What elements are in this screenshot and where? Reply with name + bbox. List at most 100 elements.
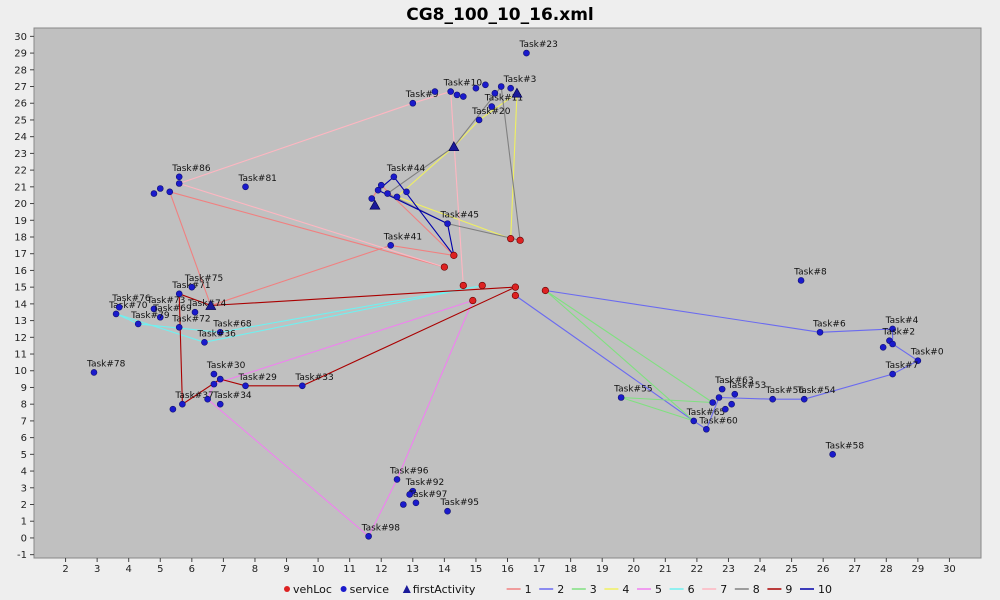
route-5-line (206, 299, 474, 538)
vehicle-location-point (511, 283, 519, 291)
legend-marker (340, 586, 347, 592)
service-point (718, 385, 726, 393)
plot-area: 2 3 4 5 6 7 8 9 10 11 12 13 14 15 16 17 18 19 20 21 22 23 24 25… (14, 27, 982, 575)
task-label: Task#41 (383, 232, 422, 242)
service-point (216, 375, 224, 383)
y-tick-label: 6 (21, 433, 27, 444)
task-label: Task#29 (237, 373, 277, 383)
task-label: Task#33 (294, 373, 333, 383)
task-label: Task#10 (443, 79, 483, 89)
legend-label: 7 (720, 583, 727, 596)
x-tick-label: 2 (62, 564, 68, 575)
y-tick-label: 4 (21, 467, 27, 478)
x-tick-label: 25 (785, 564, 798, 575)
task-label: Task#4 (885, 316, 919, 326)
vehicle-location-point (507, 235, 515, 243)
service-point (150, 190, 158, 197)
x-tick-label: 11 (343, 564, 356, 575)
legend-item-6: 6 (669, 583, 695, 596)
service-point (191, 308, 199, 316)
legend-label: firstActivity (413, 583, 476, 596)
service-point (166, 188, 174, 196)
service-point (216, 328, 224, 336)
y-tick-label: 17 (14, 249, 27, 260)
service-point (889, 340, 896, 348)
task-label: Task#98 (361, 523, 401, 533)
legend-item-8: 8 (734, 583, 760, 596)
service-point (299, 382, 306, 390)
y-tick-label: 20 (14, 199, 27, 210)
x-tick-label: 3 (94, 564, 100, 575)
task-label: Task#2 (881, 328, 915, 338)
legend-item-9: 9 (767, 583, 792, 596)
x-tick-label: 24 (754, 564, 767, 575)
task-label: Task#79 (130, 311, 170, 321)
y-tick-label: 16 (14, 266, 27, 277)
legend: vehLoc service firstActivity 1 2 3 4 5 6 7 8 9 10 (284, 583, 832, 596)
legend-item-3: 3 (571, 583, 597, 596)
task-label: Task#11 (484, 94, 523, 104)
y-tick-label: 1 (21, 517, 27, 528)
route-8-line (386, 85, 521, 241)
service-point (914, 357, 922, 365)
legend-label: 2 (557, 583, 564, 596)
vehicle-location-point (541, 286, 549, 295)
legend-marker (284, 586, 290, 592)
service-point (377, 181, 385, 189)
service-point (393, 193, 401, 201)
x-tick-label: 4 (126, 564, 132, 575)
x-tick-label: 8 (252, 564, 258, 575)
service-point (690, 417, 698, 425)
service-point (829, 451, 836, 458)
legend-label: 10 (818, 583, 832, 596)
chart-title: CG8_100_10_16.xml (406, 5, 594, 25)
x-tick-label: 23 (722, 564, 735, 575)
service-point (115, 303, 123, 311)
vehicle-location-point (440, 263, 448, 271)
task-label: Task#96 (389, 466, 429, 476)
x-tick-label: 7 (220, 564, 226, 575)
service-point (406, 491, 413, 498)
service-point (400, 501, 407, 508)
task-label: Task#34 (212, 391, 252, 401)
x-tick-label: 10 (312, 564, 325, 575)
task-label: Task#3 (503, 75, 537, 85)
legend-item-vehloc: vehLoc (284, 583, 332, 596)
task-label: Task#70 (108, 301, 148, 311)
service-point (210, 370, 218, 378)
task-label: Task#9 (405, 90, 439, 100)
vehicle-location-point (459, 281, 467, 290)
service-point (472, 84, 480, 92)
task-label: Task#81 (237, 174, 276, 184)
service-point (393, 476, 401, 483)
y-tick-label: 9 (21, 383, 27, 394)
service-point (523, 49, 530, 57)
y-tick-label: 26 (14, 99, 27, 110)
task-label: Task#78 (86, 359, 126, 369)
legend-item-2: 2 (539, 583, 564, 596)
task-label: Task#7 (885, 361, 919, 371)
vehicle-location-point (478, 281, 486, 290)
first-activity-marker (448, 141, 460, 152)
service-point (242, 382, 249, 390)
y-tick-label: 29 (14, 49, 27, 60)
task-label: Task#6 (812, 319, 846, 329)
x-tick-label: 28 (880, 564, 893, 575)
task-label: Task#65 (686, 408, 725, 418)
first-activity-marker (369, 199, 381, 210)
service-point (368, 195, 376, 202)
task-label: Task#92 (405, 478, 444, 488)
x-tick-label: 20 (627, 564, 640, 575)
y-tick-label: 0 (21, 533, 27, 544)
legend-marker (402, 585, 411, 593)
x-tick-label: 29 (911, 564, 924, 575)
legend-label: 4 (622, 583, 629, 596)
service-point (497, 83, 505, 90)
task-label: Task#74 (187, 299, 227, 309)
y-tick-label: 28 (14, 65, 27, 76)
x-tick-label: 15 (470, 564, 483, 575)
service-point (156, 185, 164, 192)
y-tick-label: -1 (17, 550, 27, 561)
service-point (169, 405, 177, 413)
